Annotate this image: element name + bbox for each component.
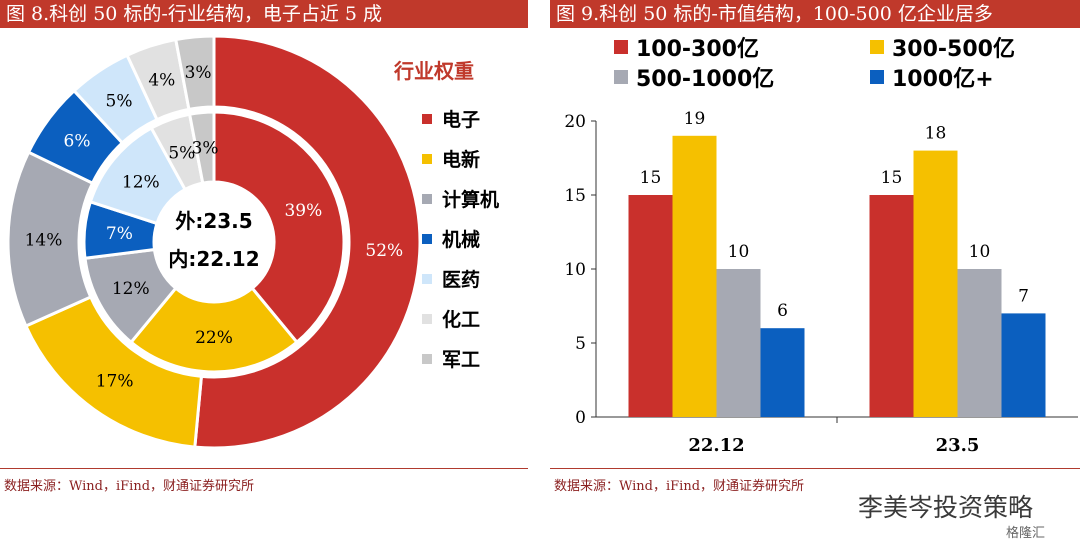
bar-value-label-22.12-300-500亿: 19 bbox=[684, 109, 706, 129]
donut-legend-swatch-计算机 bbox=[422, 194, 432, 204]
donut-inner-label-机械: 7% bbox=[106, 224, 133, 244]
bar-chart: 100-300亿 300-500亿 500-1000亿 1000亿+ 0 5 10 15 20… bbox=[564, 37, 1078, 456]
y-tick-label-15: 15 bbox=[564, 186, 586, 206]
donut-center bbox=[156, 184, 272, 300]
donut-inner-slice-电新 bbox=[129, 286, 299, 374]
bar-legend-swatch-300-500亿 bbox=[870, 40, 884, 54]
donut-outer-label-机械: 6% bbox=[64, 131, 91, 151]
bar-23.5-100-300亿 bbox=[869, 195, 914, 417]
donut-center-inner-label: 内:22.12 bbox=[168, 247, 259, 271]
right-divider bbox=[550, 468, 1080, 469]
bar-value-label-22.12-100-300亿: 15 bbox=[640, 168, 662, 188]
donut-inner-label-化工: 5% bbox=[168, 144, 195, 164]
donut-heading: 行业权重 bbox=[393, 59, 474, 83]
x-category-label-22.12: 22.12 bbox=[688, 435, 744, 456]
donut-legend-label-军工: 军工 bbox=[442, 349, 480, 371]
bar-value-label-22.12-500-1000亿: 10 bbox=[728, 242, 750, 262]
bar-value-label-22.12-1000亿+: 6 bbox=[777, 301, 788, 321]
y-tick-label-20: 20 bbox=[564, 112, 586, 132]
donut-legend-label-机械: 机械 bbox=[442, 228, 480, 251]
bar-22.12-300-500亿 bbox=[672, 135, 717, 418]
bar-legend-label-100-300亿: 100-300亿 bbox=[636, 37, 759, 62]
bar-legend-label-1000亿+: 1000亿+ bbox=[892, 67, 994, 92]
bar-value-label-23.5-1000亿+: 7 bbox=[1018, 286, 1029, 306]
donut-legend-swatch-机械 bbox=[422, 234, 432, 244]
donut-outer-label-电子: 52% bbox=[365, 241, 403, 261]
donut-inner-label-电子: 39% bbox=[284, 201, 322, 221]
watermark-brand: 格隆汇 bbox=[1006, 526, 1046, 541]
bar-value-label-23.5-500-1000亿: 10 bbox=[969, 242, 991, 262]
donut-center-outer-label: 外:23.5 bbox=[175, 209, 252, 233]
donut-legend-swatch-医药 bbox=[422, 274, 432, 284]
bar-23.5-300-500亿 bbox=[913, 150, 958, 417]
donut-inner-label-军工: 3% bbox=[192, 138, 219, 158]
x-category-label-23.5: 23.5 bbox=[936, 435, 980, 456]
right-chart-title: 图 9.科创 50 标的-市值结构，100-500 亿企业居多 bbox=[550, 0, 1080, 28]
left-divider bbox=[0, 468, 528, 469]
donut-legend-label-化工: 化工 bbox=[442, 308, 480, 331]
donut-inner-slice-电子 bbox=[212, 110, 346, 345]
donut-outer-label-计算机: 14% bbox=[25, 230, 63, 250]
left-source-note: 数据来源：Wind，iFind，财通证券研究所 bbox=[4, 479, 255, 494]
donut-inner-label-电新: 22% bbox=[195, 328, 233, 348]
donut-outer-label-军工: 3% bbox=[185, 63, 212, 83]
donut-outer-label-医药: 5% bbox=[106, 91, 133, 111]
y-tick-label-0: 0 bbox=[575, 408, 586, 428]
donut-inner-label-医药: 12% bbox=[122, 172, 160, 192]
bar-22.12-500-1000亿 bbox=[716, 269, 761, 417]
bar-22.12-100-300亿 bbox=[628, 195, 673, 417]
y-tick-label-10: 10 bbox=[564, 260, 586, 280]
donut-legend-swatch-化工 bbox=[422, 314, 432, 324]
watermark-text: 李美岑投资策略 bbox=[858, 493, 1034, 522]
bar-22.12-1000亿+ bbox=[760, 328, 805, 417]
bar-legend-swatch-500-1000亿 bbox=[614, 70, 628, 84]
donut-legend-label-医药: 医药 bbox=[442, 268, 480, 291]
donut-legend-label-计算机: 计算机 bbox=[442, 188, 499, 211]
donut-legend-label-电新: 电新 bbox=[442, 148, 480, 171]
donut-outer-label-电新: 17% bbox=[96, 372, 134, 392]
bar-23.5-500-1000亿 bbox=[957, 269, 1002, 417]
bar-value-label-23.5-100-300亿: 15 bbox=[881, 168, 903, 188]
donut-outer-label-化工: 4% bbox=[148, 71, 175, 91]
bar-value-label-23.5-300-500亿: 18 bbox=[925, 124, 947, 144]
bar-23.5-1000亿+ bbox=[1001, 313, 1046, 417]
donut-chart: 52%17%14%6%5%4% 3%39%22%12%7%12%5%3% 行业权重… bbox=[6, 34, 499, 450]
bar-legend-label-300-500亿: 300-500亿 bbox=[892, 37, 1015, 62]
y-tick-label-5: 5 bbox=[575, 334, 586, 354]
right-source-note: 数据来源：Wind，iFind，财通证券研究所 bbox=[554, 479, 805, 494]
donut-legend-swatch-电新 bbox=[422, 154, 432, 164]
donut-outer-slice-军工 bbox=[174, 34, 216, 112]
bar-legend-swatch-1000亿+ bbox=[870, 70, 884, 84]
donut-outer-slice-电子 bbox=[193, 34, 422, 450]
donut-inner-slice-军工 bbox=[187, 110, 216, 185]
donut-inner-label-计算机: 12% bbox=[112, 279, 150, 299]
donut-legend-swatch-军工 bbox=[422, 354, 432, 364]
bar-legend-label-500-1000亿: 500-1000亿 bbox=[636, 67, 774, 92]
donut-legend-swatch-电子 bbox=[422, 114, 432, 124]
donut-legend-label-电子: 电子 bbox=[442, 108, 480, 131]
bar-legend-swatch-100-300亿 bbox=[614, 40, 628, 54]
left-chart-title: 图 8.科创 50 标的-行业结构，电子占近 5 成 bbox=[0, 0, 528, 28]
